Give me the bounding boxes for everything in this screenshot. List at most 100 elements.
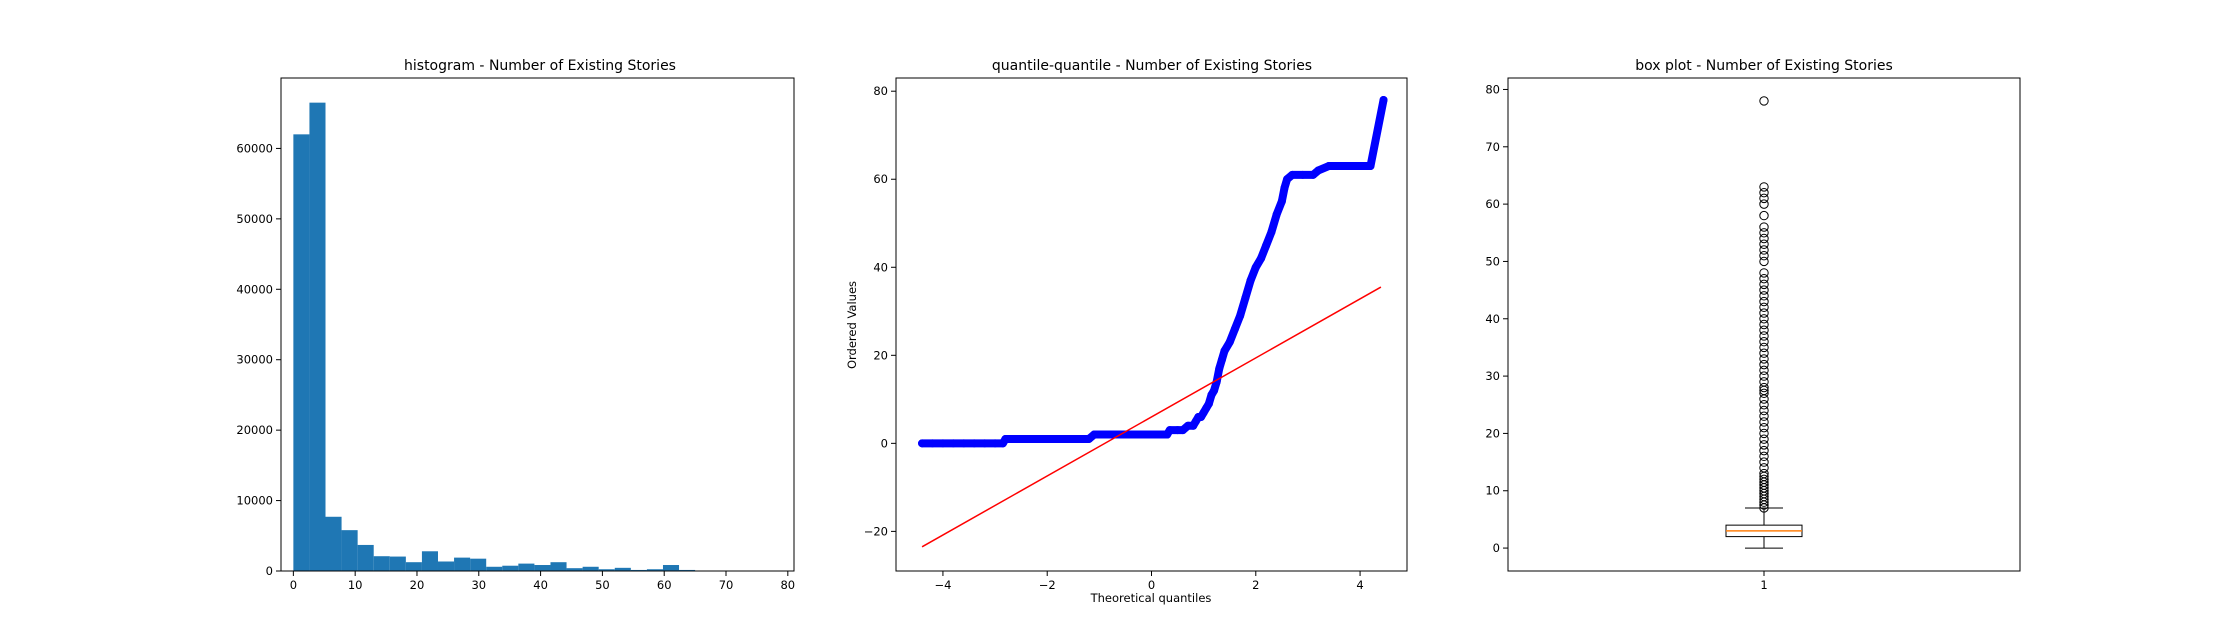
histogram-bar (630, 569, 647, 571)
qq-point (1345, 162, 1354, 171)
histogram-bar (421, 551, 438, 571)
outlier-point (1759, 233, 1769, 244)
y-tick-label: 80 (1485, 82, 1500, 96)
qq-point (1131, 430, 1140, 439)
outlier-point (1759, 451, 1769, 462)
y-tick-label: 0 (881, 436, 888, 450)
y-tick-label: 10 (1485, 484, 1500, 498)
qq-point (1288, 170, 1297, 179)
qq-point (1064, 434, 1073, 443)
outlier-point (1759, 457, 1769, 467)
qq-point (1241, 294, 1250, 303)
qq-title: quantile-quantile - Number of Existing S… (992, 58, 1312, 74)
histogram-bar (614, 567, 631, 571)
y-tick-label: 0 (266, 564, 273, 578)
histogram-bar (389, 556, 406, 571)
boxplot-panel: box plot - Number of Existing Stories 10… (1485, 58, 2021, 592)
qq-point (1277, 197, 1286, 206)
qq-point (1246, 276, 1255, 285)
qq-point (1220, 346, 1229, 355)
y-tick-label: 10000 (236, 494, 273, 508)
outlier-point (1759, 239, 1769, 249)
outlier-point (1759, 96, 1769, 106)
y-tick-label: 0 (1493, 541, 1500, 555)
x-tick-label: 60 (657, 578, 672, 592)
outlier-point (1759, 405, 1769, 416)
qq-point (1262, 241, 1271, 250)
qq-point (1324, 162, 1333, 171)
outlier-point (1759, 411, 1769, 421)
outlier-point (1759, 400, 1769, 410)
outlier-point (1759, 314, 1769, 324)
outlier-point (1759, 228, 1769, 238)
qq-point (1032, 434, 1041, 443)
outlier-point (1759, 354, 1769, 364)
histogram-bar (679, 569, 696, 571)
outlier-point (1759, 434, 1769, 444)
qq-point (1356, 162, 1365, 171)
histogram-bar (550, 562, 567, 571)
y-tick-label: −20 (864, 524, 888, 538)
qq-point (1314, 166, 1323, 175)
outlier-point (1759, 422, 1769, 433)
y-tick-label: 20 (873, 348, 888, 362)
histogram-bar (325, 516, 342, 571)
qq-point (1379, 96, 1388, 105)
outlier-point (1759, 371, 1769, 381)
histogram-bar (502, 565, 519, 571)
outlier-point (1759, 296, 1769, 307)
qq-point (1043, 434, 1052, 443)
outlier-point (1759, 187, 1769, 198)
histogram-ticks: 0 10 20 30 40 50 60 70 80 0 10000 20000 30000 40000 50… (236, 141, 795, 592)
qq-point (949, 439, 958, 448)
histogram-bar (454, 557, 471, 571)
y-tick-label: 60000 (236, 141, 273, 155)
qq-point (1280, 184, 1289, 193)
x-tick-label: 0 (290, 578, 297, 592)
qq-point (1022, 434, 1031, 443)
outlier-point (1759, 273, 1769, 284)
histogram-bar (534, 565, 551, 571)
histogram-bar (405, 562, 422, 571)
qq-point (1272, 210, 1281, 219)
y-tick-label: 50000 (236, 212, 273, 226)
qq-point (938, 439, 947, 448)
outlier-point (1759, 336, 1769, 347)
qq-point (1309, 170, 1318, 179)
outlier-point (1759, 382, 1769, 393)
histogram-title: histogram - Number of Existing Stories (404, 58, 676, 74)
histogram-bar (437, 561, 455, 571)
y-tick-label: 30 (1485, 369, 1500, 383)
y-tick-label: 20000 (236, 423, 273, 437)
outlier-point (1759, 193, 1769, 204)
qq-point (1090, 430, 1099, 439)
histogram-bar (566, 568, 583, 571)
x-tick-label: 4 (1356, 578, 1363, 592)
qq-point (1152, 430, 1161, 439)
qq-point (1084, 434, 1093, 443)
qq-point (1225, 338, 1234, 347)
x-tick-label: 10 (348, 578, 363, 592)
qq-x-axis-label: Theoretical quantiles (1090, 591, 1212, 605)
outlier-point (1759, 210, 1769, 221)
histogram-bars (293, 102, 712, 572)
y-tick-label: 80 (873, 84, 888, 98)
qq-point (1074, 434, 1083, 443)
qq-point (1100, 430, 1109, 439)
outlier-point (1759, 440, 1769, 450)
qq-point (1267, 228, 1276, 237)
outlier-point (1759, 199, 1769, 209)
histogram-bar (486, 566, 503, 571)
outlier-point (1759, 268, 1769, 278)
boxplot-plot-frame (1507, 77, 2021, 572)
qq-point (1236, 311, 1245, 320)
histogram-bar (293, 134, 310, 572)
outlier-point (1759, 417, 1769, 427)
outlier-point (1759, 256, 1769, 267)
x-tick-label: 20 (410, 578, 425, 592)
boxplot-marks (1725, 96, 1803, 549)
boxplot-title: box plot - Number of Existing Stories (1635, 58, 1893, 74)
outlier-point (1759, 325, 1769, 335)
